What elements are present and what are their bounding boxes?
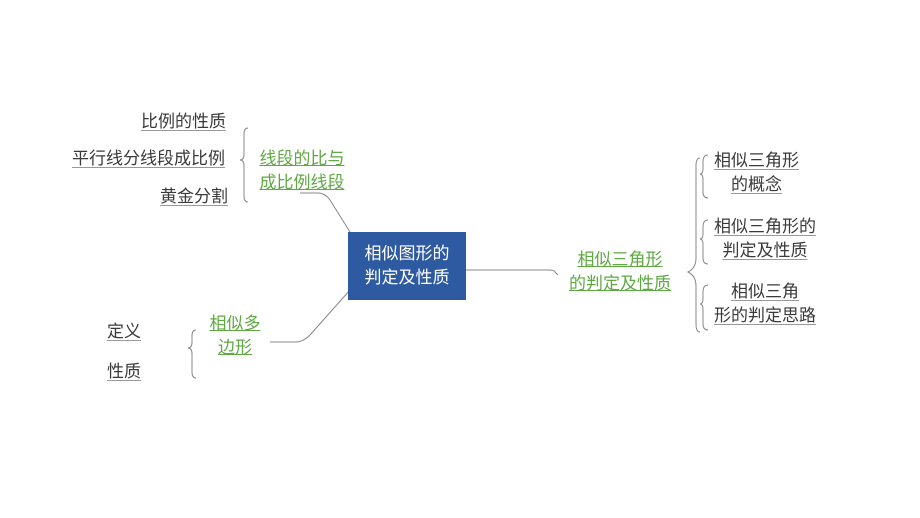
branch-right-line2: 的判定及性质 (569, 274, 671, 293)
bracket-right-leaf2 (700, 220, 708, 264)
leaf-parallel-lines: 平行线分线段成比例 (72, 147, 225, 171)
edge-central-bottomleft (270, 290, 350, 342)
central-line1: 相似图形的 (365, 244, 450, 263)
edge-central-right (466, 270, 558, 275)
branch-topleft-line1: 线段的比与 (260, 149, 345, 168)
leaf-similar-triangle-criteria: 相似三角形的 判定及性质 (714, 215, 816, 263)
leaf-golden-ratio: 黄金分割 (160, 185, 228, 209)
leaf-ratio-property: 比例的性质 (141, 110, 226, 134)
leaf-similar-triangle-thinking: 相似三角 形的判定思路 (714, 280, 816, 328)
branch-bottomleft-line1: 相似多 (210, 314, 261, 333)
bracket-bottomleft (188, 330, 196, 378)
leaf-similar-triangle-concept: 相似三角形 的概念 (714, 149, 799, 197)
branch-topleft-line2: 成比例线段 (260, 173, 345, 192)
leaf-property: 性质 (107, 360, 141, 384)
branch-right[interactable]: 相似三角形 的判定及性质 (560, 248, 680, 296)
bracket-right-leaf1 (700, 155, 708, 198)
central-line2: 判定及性质 (365, 268, 450, 287)
branch-bottomleft-line2: 边形 (218, 338, 252, 357)
bracket-right-leaf3 (700, 285, 708, 330)
branch-right-line1: 相似三角形 (578, 250, 663, 269)
branch-bottomleft[interactable]: 相似多 边形 (200, 312, 270, 360)
branch-topleft[interactable]: 线段的比与 成比例线段 (252, 147, 352, 195)
leaf-definition: 定义 (107, 320, 141, 344)
bracket-topleft (240, 128, 248, 202)
central-node: 相似图形的 判定及性质 (348, 232, 466, 300)
edge-central-topleft (300, 193, 355, 240)
bracket-right-main (688, 158, 700, 332)
